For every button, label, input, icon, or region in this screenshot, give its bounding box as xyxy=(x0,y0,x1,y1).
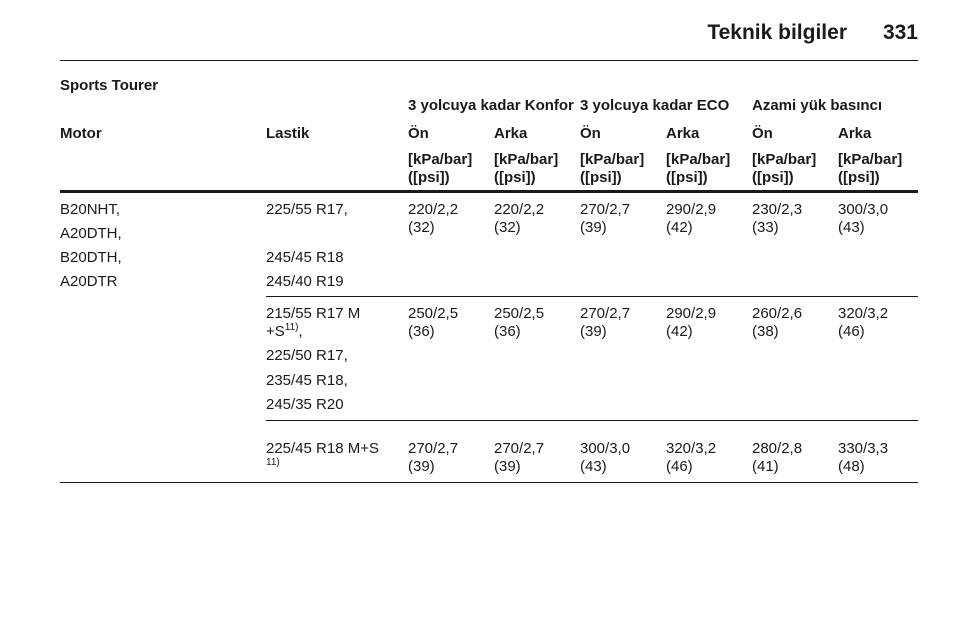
pressure-bar: 270/2,7 xyxy=(580,305,631,322)
pressure-psi: (42) xyxy=(666,323,693,340)
unit-label: ([psi]) xyxy=(580,169,622,186)
tire: 225/55 R17, xyxy=(266,201,348,219)
pressure-psi: (32) xyxy=(408,219,435,236)
unit-label: [kPa/bar] xyxy=(838,151,903,168)
pressure-bar: 250/2,5 xyxy=(494,305,545,322)
tire-size: 245/40 R19 xyxy=(266,273,344,290)
tire-suffix: , xyxy=(298,323,303,340)
row-rule xyxy=(266,420,918,421)
unit-label: [kPa/bar] xyxy=(580,151,645,168)
motor: B20NHT, xyxy=(60,201,121,218)
unit-label: ([psi]) xyxy=(494,169,536,186)
unit-label: ([psi]) xyxy=(752,169,794,186)
tire-size: 225/55 R17, xyxy=(266,201,348,218)
header-rule xyxy=(60,60,918,61)
tire: 245/40 R19 xyxy=(266,273,344,291)
pressure-psi: (43) xyxy=(580,458,607,475)
group-header: Azami yük basıncı xyxy=(752,97,883,114)
unit-label: ([psi]) xyxy=(838,169,880,186)
pressure-psi: (39) xyxy=(494,458,521,475)
pressure-psi: (46) xyxy=(666,458,693,475)
tire: 235/45 R18, xyxy=(266,372,348,390)
unit-label: [kPa/bar] xyxy=(666,151,731,168)
pressure-psi: (42) xyxy=(666,219,693,236)
column-header: Lastik xyxy=(266,125,310,142)
pressure-psi: (48) xyxy=(838,458,865,475)
tire: 245/35 R20 xyxy=(266,396,344,414)
footnote-ref: 11) xyxy=(266,457,280,468)
motor: A20DTR xyxy=(60,273,118,290)
tire-size: 245/45 R18 xyxy=(266,249,344,266)
pressure-bar: 220/2,2 xyxy=(408,201,459,218)
column-header: Ön xyxy=(580,125,601,142)
group-header: 3 yolcuya kadar ECO xyxy=(580,97,730,114)
pressure-bar: 290/2,9 xyxy=(666,201,717,218)
unit-label: [kPa/bar] xyxy=(408,151,473,168)
column-header: Arka xyxy=(494,125,528,142)
pressure-bar: 270/2,7 xyxy=(408,440,459,457)
tire-size: 225/50 R17, xyxy=(266,347,348,364)
pressure-psi: (39) xyxy=(580,219,607,236)
tire: 215/55 R17 M +S11), xyxy=(266,305,366,341)
pressure-psi: (39) xyxy=(408,458,435,475)
column-header: Motor xyxy=(60,125,102,142)
pressure-psi: (46) xyxy=(838,323,865,340)
unit-label: [kPa/bar] xyxy=(494,151,559,168)
pressure-bar: 230/2,3 xyxy=(752,201,803,218)
column-header: Arka xyxy=(838,125,872,142)
pressure-bar: 270/2,7 xyxy=(580,201,631,218)
column-header: Ön xyxy=(752,125,773,142)
pressure-psi: (43) xyxy=(838,219,865,236)
motor: B20DTH, xyxy=(60,249,122,266)
pressure-psi: (33) xyxy=(752,219,779,236)
column-header: Ön xyxy=(408,125,429,142)
tire: 225/50 R17, xyxy=(266,347,348,365)
tire-size: 245/35 R20 xyxy=(266,396,344,413)
pressure-bar: 260/2,6 xyxy=(752,305,803,322)
pressure-bar: 300/3,0 xyxy=(580,440,631,457)
pressure-psi: (36) xyxy=(408,323,435,340)
header-rule-thick xyxy=(60,190,918,193)
pressure-psi: (36) xyxy=(494,323,521,340)
unit-label: ([psi]) xyxy=(666,169,708,186)
tire: 225/45 R18 M+S 11) xyxy=(266,440,379,468)
pressure-bar: 290/2,9 xyxy=(666,305,717,322)
column-header: Arka xyxy=(666,125,700,142)
pressure-psi: (41) xyxy=(752,458,779,475)
pressure-bar: 250/2,5 xyxy=(408,305,459,322)
section-title: Sports Tourer xyxy=(60,77,159,94)
tire: 245/45 R18 xyxy=(266,249,344,267)
pressure-bar: 300/3,0 xyxy=(838,201,889,218)
table-end-rule xyxy=(60,482,918,483)
pressure-bar: 270/2,7 xyxy=(494,440,545,457)
pressure-bar: 330/3,3 xyxy=(838,440,889,457)
pressure-psi: (39) xyxy=(580,323,607,340)
pressure-bar: 220/2,2 xyxy=(494,201,545,218)
page-number: 331 xyxy=(882,21,918,44)
pressure-bar: 320/3,2 xyxy=(666,440,717,457)
motor: A20DTH, xyxy=(60,225,122,242)
pressure-bar: 320/3,2 xyxy=(838,305,889,322)
pressure-psi: (38) xyxy=(752,323,779,340)
tire-size: 215/55 R17 M +S xyxy=(266,305,361,340)
page-title: Teknik bilgiler xyxy=(707,21,847,44)
group-header: 3 yolcuya kadar Konfor xyxy=(408,97,574,114)
tire-size: 235/45 R18, xyxy=(266,372,348,389)
unit-label: [kPa/bar] xyxy=(752,151,817,168)
footnote-ref: 11) xyxy=(284,322,299,333)
tire-size: 225/45 R18 M+S xyxy=(266,440,379,457)
pressure-bar: 280/2,8 xyxy=(752,440,803,457)
row-rule xyxy=(266,296,918,297)
unit-label: ([psi]) xyxy=(408,169,450,186)
pressure-psi: (32) xyxy=(494,219,521,236)
